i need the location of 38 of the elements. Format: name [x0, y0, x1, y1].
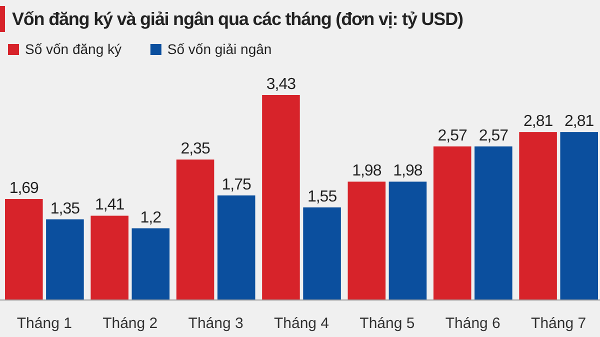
- bar: [433, 146, 472, 300]
- bar: [474, 146, 512, 300]
- x-tick-label: Tháng 1: [16, 315, 72, 332]
- x-tick-label: Tháng 5: [360, 315, 415, 332]
- x-tick-label: Tháng 3: [188, 315, 244, 332]
- data-label: 2,57: [438, 127, 468, 144]
- bar: [46, 219, 84, 300]
- bar: [560, 132, 598, 300]
- data-label: 2,81: [564, 113, 594, 130]
- chart-title: Vốn đăng ký và giải ngân qua các tháng (đơn vị: tỷ USD): [12, 9, 464, 29]
- bar: [5, 198, 43, 300]
- data-label: 2,35: [180, 140, 210, 158]
- bar: [348, 182, 386, 300]
- bar: [303, 207, 341, 300]
- data-label: 1,75: [222, 176, 252, 194]
- data-label: 1,98: [352, 162, 382, 180]
- data-label: 1,41: [95, 196, 125, 214]
- data-label: 1,98: [393, 162, 423, 180]
- data-label: 2,57: [478, 127, 509, 144]
- data-label: 1,35: [50, 200, 80, 218]
- x-tick-label: Tháng 2: [102, 315, 158, 332]
- data-label: 1,55: [307, 188, 338, 206]
- data-label: 2,81: [523, 113, 554, 130]
- bar: [519, 132, 557, 300]
- bar: [217, 195, 256, 300]
- data-label: 1,69: [9, 180, 40, 197]
- x-tick-label: Tháng 7: [531, 315, 586, 332]
- bar: [262, 95, 300, 300]
- x-tick-label: Tháng 4: [274, 315, 330, 332]
- bar: [90, 216, 128, 300]
- bar: [132, 228, 170, 300]
- data-label: 3,43: [266, 76, 296, 93]
- legend-label: Số vốn giải ngân: [167, 41, 272, 57]
- x-tick-label: Tháng 6: [445, 315, 500, 332]
- bar: [388, 182, 427, 300]
- data-label: 1,2: [140, 209, 162, 226]
- bar: [176, 160, 214, 300]
- legend-label: Số vốn đăng ký: [25, 41, 122, 57]
